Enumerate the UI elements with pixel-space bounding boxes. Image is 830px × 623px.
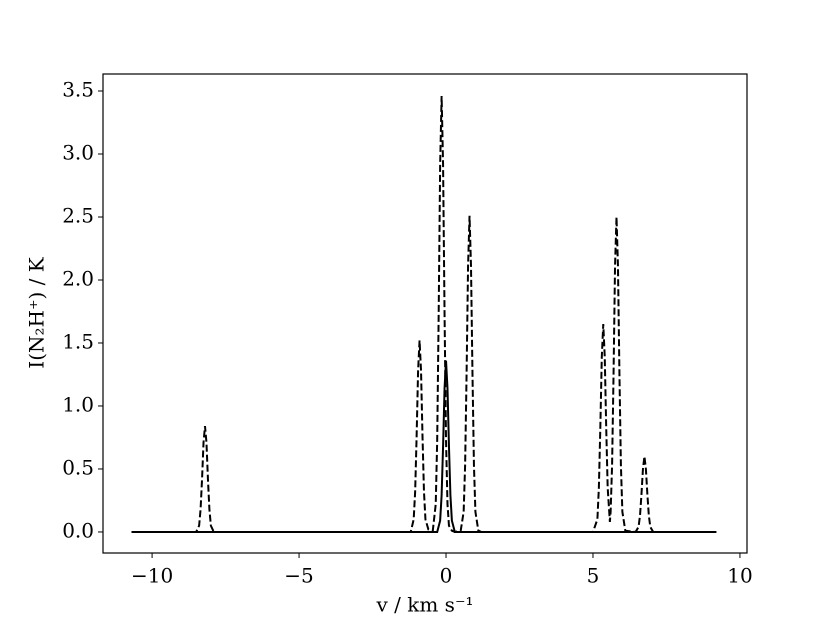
y-tick-label: 1.0 — [62, 392, 94, 416]
y-tick-label: 2.0 — [62, 266, 94, 290]
y-axis-label: I(N₂H⁺) / K — [25, 256, 49, 368]
x-axis-label: v / km s⁻¹ — [375, 593, 473, 617]
plot-frame — [102, 73, 748, 554]
y-tick-label: 1.5 — [62, 329, 94, 353]
y-tick-label: 0.5 — [62, 455, 94, 479]
y-tick-label: 2.5 — [62, 203, 94, 227]
y-tick-label: 0.0 — [62, 518, 94, 542]
x-tick-label: −10 — [131, 564, 173, 588]
x-tick-label: 0 — [440, 564, 453, 588]
x-tick-label: −5 — [284, 564, 313, 588]
x-tick-label: 5 — [587, 564, 600, 588]
x-tick-label: 10 — [727, 564, 752, 588]
y-tick-label: 3.5 — [62, 78, 94, 102]
y-tick-label: 3.0 — [62, 141, 94, 165]
data-line — [131, 360, 717, 533]
data-line — [131, 96, 717, 534]
